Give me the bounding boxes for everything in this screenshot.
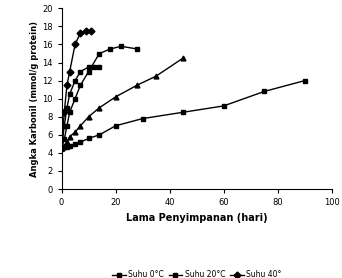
Suhu 40° <box>78 31 82 34</box>
Suhu 20°C <box>78 83 82 87</box>
Suhu 40° <box>84 29 88 33</box>
Suhu 10° <box>135 83 139 87</box>
Legend: Suhu 0°C, Suhu 10°, Suhu 20°C, Suhu 30°C, Suhu 40°: Suhu 0°C, Suhu 10°, Suhu 20°C, Suhu 30°C… <box>110 269 283 278</box>
Suhu 10° <box>154 75 158 78</box>
Suhu 30°C <box>68 93 72 96</box>
Suhu 0°C <box>303 79 307 82</box>
Suhu 30°C <box>87 65 91 69</box>
Suhu 10° <box>68 135 72 138</box>
Suhu 0°C <box>62 146 66 149</box>
Suhu 20°C <box>119 45 123 48</box>
Suhu 20°C <box>62 138 66 141</box>
Suhu 10° <box>87 115 91 118</box>
Suhu 10° <box>181 56 185 60</box>
Suhu 20°C <box>68 111 72 114</box>
Suhu 10° <box>62 144 66 147</box>
Suhu 0°C <box>60 147 64 150</box>
Suhu 30°C <box>62 124 66 127</box>
Suhu 40° <box>73 43 77 46</box>
Suhu 0°C <box>262 90 266 93</box>
Suhu 30°C <box>92 65 96 69</box>
Suhu 30°C <box>73 79 77 82</box>
Suhu 30°C <box>60 147 64 150</box>
Suhu 10° <box>114 95 118 99</box>
Suhu 40° <box>60 147 64 150</box>
Suhu 20°C <box>65 124 69 127</box>
Suhu 10° <box>97 106 102 110</box>
Suhu 0°C <box>181 111 185 114</box>
Line: Suhu 10°: Suhu 10° <box>59 56 186 151</box>
Suhu 20°C <box>97 52 102 55</box>
Suhu 0°C <box>78 140 82 144</box>
Suhu 10° <box>78 124 82 127</box>
Suhu 10° <box>73 130 77 134</box>
Y-axis label: Angka Karbonil (mmol/g protein): Angka Karbonil (mmol/g protein) <box>30 21 39 177</box>
Suhu 0°C <box>114 124 118 127</box>
Suhu 0°C <box>87 137 91 140</box>
Suhu 10° <box>65 140 69 144</box>
Line: Suhu 40°: Suhu 40° <box>59 29 94 151</box>
Suhu 30°C <box>65 106 69 110</box>
Line: Suhu 30°C: Suhu 30°C <box>59 65 102 151</box>
Suhu 20°C <box>60 147 64 150</box>
Suhu 30°C <box>78 70 82 73</box>
Suhu 0°C <box>68 144 72 147</box>
Suhu 10° <box>60 147 64 150</box>
Line: Suhu 20°C: Suhu 20°C <box>59 44 140 151</box>
Suhu 40° <box>68 70 72 73</box>
Suhu 0°C <box>222 104 226 108</box>
Suhu 0°C <box>97 133 102 136</box>
Suhu 40° <box>62 111 66 114</box>
Suhu 30°C <box>97 65 102 69</box>
Line: Suhu 0°C: Suhu 0°C <box>59 78 307 151</box>
Suhu 20°C <box>135 47 139 51</box>
Suhu 40° <box>65 83 69 87</box>
Suhu 0°C <box>65 145 69 148</box>
X-axis label: Lama Penyimpanan (hari): Lama Penyimpanan (hari) <box>126 213 267 223</box>
Suhu 40° <box>89 29 93 33</box>
Suhu 0°C <box>73 142 77 146</box>
Suhu 20°C <box>108 47 112 51</box>
Suhu 20°C <box>87 70 91 73</box>
Suhu 20°C <box>73 97 77 100</box>
Suhu 0°C <box>141 117 145 120</box>
